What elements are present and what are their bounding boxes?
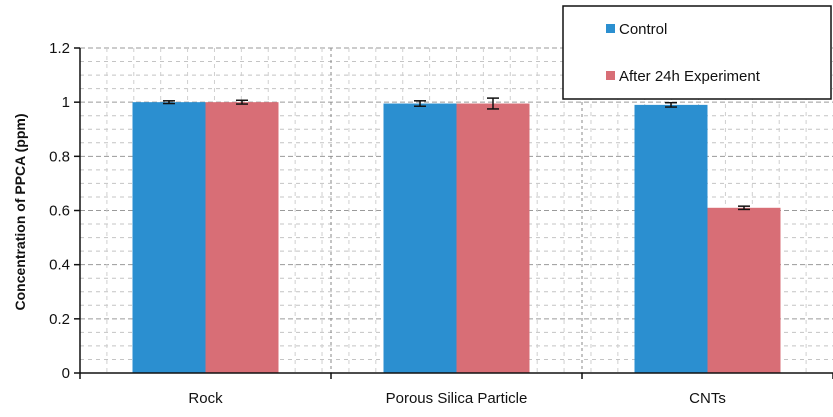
category-label: Rock — [188, 390, 223, 407]
legend-box — [562, 5, 832, 100]
bar-control-2 — [634, 104, 708, 373]
legend: Control After 24h Experiment — [562, 5, 832, 100]
bar-after-24h-1 — [456, 103, 530, 373]
axes — [74, 47, 833, 379]
y-tick-label: 0 — [62, 365, 70, 382]
y-tick-label: 0.8 — [49, 148, 70, 165]
legend-swatch-after-24h — [606, 71, 615, 80]
category-label: CNTs — [689, 390, 726, 407]
legend-swatch-control — [606, 24, 615, 33]
y-axis-label: Concentration of PPCA (ppm) — [12, 113, 28, 310]
bars — [132, 97, 781, 374]
legend-label-after-24h: After 24h Experiment — [619, 68, 761, 85]
y-tick-labels: 0 0.2 0.4 0.6 0.8 1 1.2 — [49, 40, 70, 382]
y-tick-label: 1 — [62, 94, 70, 111]
bar-control-0 — [132, 102, 206, 374]
legend-label-control: Control — [619, 21, 667, 38]
category-label: Porous Silica Particle — [386, 390, 528, 407]
y-tick-label: 0.4 — [49, 257, 70, 274]
bar-after-24h-0 — [205, 102, 279, 374]
bar-after-24h-2 — [707, 207, 781, 373]
y-tick-label: 0.6 — [49, 203, 70, 220]
y-tick-label: 0.2 — [49, 311, 70, 328]
y-tick-label: 1.2 — [49, 40, 70, 57]
category-labels: Rock Porous Silica Particle CNTs — [188, 390, 725, 407]
bar-control-1 — [383, 103, 457, 373]
